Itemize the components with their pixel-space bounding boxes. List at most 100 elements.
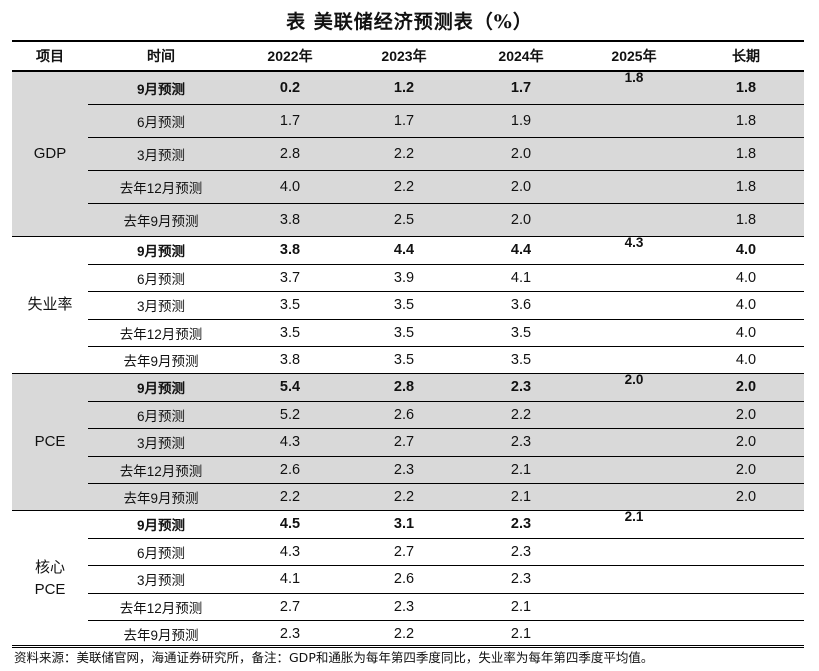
value-2025 (580, 401, 688, 429)
value-2023: 2.2 (346, 137, 462, 171)
table-row: 核心 PCE 9月预测 4.5 3.1 2.3 2.1 (12, 508, 804, 648)
forecast-period: 去年9月预测 (88, 203, 234, 237)
value-2023: 3.5 (346, 346, 462, 374)
value-2022: 3.5 (234, 319, 346, 347)
value-2025 (580, 319, 688, 347)
value-2025 (580, 428, 688, 457)
value-2024: 4.1 (462, 264, 580, 292)
table-row: 去年9月预测 3.8 2.5 2.0 1.8 (12, 203, 804, 237)
value-2024: 2.0 (462, 203, 580, 237)
value-2024: 2.3 (462, 565, 580, 594)
top-rule (12, 40, 804, 42)
value-2024: 1.7 (462, 71, 580, 105)
value-long-run (688, 510, 804, 539)
value-2023: 2.7 (346, 538, 462, 566)
value-2022: 0.2 (234, 71, 346, 105)
value-2025 (580, 104, 688, 138)
value-2024: 2.1 (462, 620, 580, 648)
col-header-time: 时间 (88, 42, 234, 72)
forecast-period: 9月预测 (88, 510, 234, 539)
value-2023: 2.3 (346, 456, 462, 484)
forecast-period: 去年9月预测 (88, 346, 234, 374)
value-long-run: 1.8 (688, 170, 804, 204)
value-2025 (580, 565, 688, 594)
value-2023: 2.2 (346, 170, 462, 204)
value-2024: 1.9 (462, 104, 580, 138)
value-2023: 2.2 (346, 483, 462, 511)
value-2025 (580, 456, 688, 484)
forecast-period: 去年12月预测 (88, 170, 234, 204)
forecast-period: 去年12月预测 (88, 456, 234, 484)
value-2023: 1.7 (346, 104, 462, 138)
value-long-run: 4.0 (688, 236, 804, 265)
value-2023: 2.7 (346, 428, 462, 457)
value-2023: 3.1 (346, 510, 462, 539)
forecast-period: 6月预测 (88, 104, 234, 138)
value-long-run: 4.0 (688, 346, 804, 374)
value-2025: 2.0 (580, 372, 688, 402)
col-header-long-run: 长期 (688, 42, 804, 72)
value-2025 (580, 593, 688, 621)
source-note: 资料来源：美联储官网，海通证券研究所，备注：GDP和通胀为每年第四季度同比，失业… (14, 650, 654, 665)
forecast-period: 去年9月预测 (88, 483, 234, 511)
value-long-run: 1.8 (688, 137, 804, 171)
value-2024: 2.1 (462, 483, 580, 511)
value-long-run: 1.8 (688, 203, 804, 237)
table-title: 表 美联储经济预测表（%） (286, 11, 533, 33)
value-2024: 2.0 (462, 137, 580, 171)
value-2023: 3.5 (346, 291, 462, 320)
table-row: 6月预测 1.7 1.7 1.9 1.8 (12, 104, 804, 138)
value-2025 (580, 170, 688, 204)
value-2024: 2.0 (462, 170, 580, 204)
value-2025 (580, 483, 688, 511)
value-2025: 2.1 (580, 508, 688, 539)
table-row: 去年12月预测 2.7 2.3 2.1 (12, 593, 804, 621)
value-2022: 3.8 (234, 346, 346, 374)
value-2023: 3.5 (346, 319, 462, 347)
forecast-table: 项目 时间 2022年 2023年 2024年 2025年 长期 GDP 9月预测… (12, 42, 804, 648)
value-long-run (688, 620, 804, 648)
value-2025 (580, 538, 688, 566)
value-2024: 2.3 (462, 510, 580, 539)
forecast-period: 去年9月预测 (88, 620, 234, 648)
table-row: 3月预测 4.3 2.7 2.3 2.0 (12, 428, 804, 457)
col-header-2024: 2024年 (462, 42, 580, 72)
value-2023: 2.5 (346, 203, 462, 237)
forecast-period: 去年12月预测 (88, 319, 234, 347)
value-2025 (580, 137, 688, 171)
value-2023: 3.9 (346, 264, 462, 292)
forecast-period: 6月预测 (88, 401, 234, 429)
forecast-period: 去年12月预测 (88, 593, 234, 621)
value-2023: 2.6 (346, 401, 462, 429)
value-2025 (580, 291, 688, 320)
value-2024: 2.1 (462, 456, 580, 484)
value-long-run: 2.0 (688, 373, 804, 402)
value-2023: 1.2 (346, 71, 462, 105)
group-label-line: PCE (34, 580, 66, 598)
table-row: GDP 9月预测 0.2 1.2 1.7 1.8 1.8 (12, 70, 804, 237)
value-2022: 2.3 (234, 620, 346, 648)
table-row: 6月预测 4.3 2.7 2.3 (12, 538, 804, 566)
value-2025-text: 4.3 (624, 234, 644, 250)
value-2022: 2.8 (234, 137, 346, 171)
value-long-run (688, 538, 804, 566)
table-row: 去年12月预测 4.0 2.2 2.0 1.8 (12, 170, 804, 204)
value-2023: 4.4 (346, 236, 462, 265)
value-2024: 2.1 (462, 593, 580, 621)
value-2024: 3.5 (462, 346, 580, 374)
value-long-run: 2.0 (688, 428, 804, 457)
value-long-run (688, 565, 804, 594)
value-2025-text: 2.1 (624, 508, 644, 524)
value-2024: 2.3 (462, 538, 580, 566)
table-row: 6月预测 5.2 2.6 2.2 2.0 (12, 401, 804, 429)
table-row: PCE 9月预测 5.4 2.8 2.3 2.0 2.0 (12, 372, 804, 511)
value-2022: 2.6 (234, 456, 346, 484)
value-2022: 3.7 (234, 264, 346, 292)
col-header-2025: 2025年 (580, 42, 688, 72)
value-2023: 2.2 (346, 620, 462, 648)
value-long-run: 4.0 (688, 291, 804, 320)
forecast-period: 3月预测 (88, 137, 234, 171)
value-2025: 1.8 (580, 70, 688, 105)
value-2022: 5.4 (234, 373, 346, 402)
